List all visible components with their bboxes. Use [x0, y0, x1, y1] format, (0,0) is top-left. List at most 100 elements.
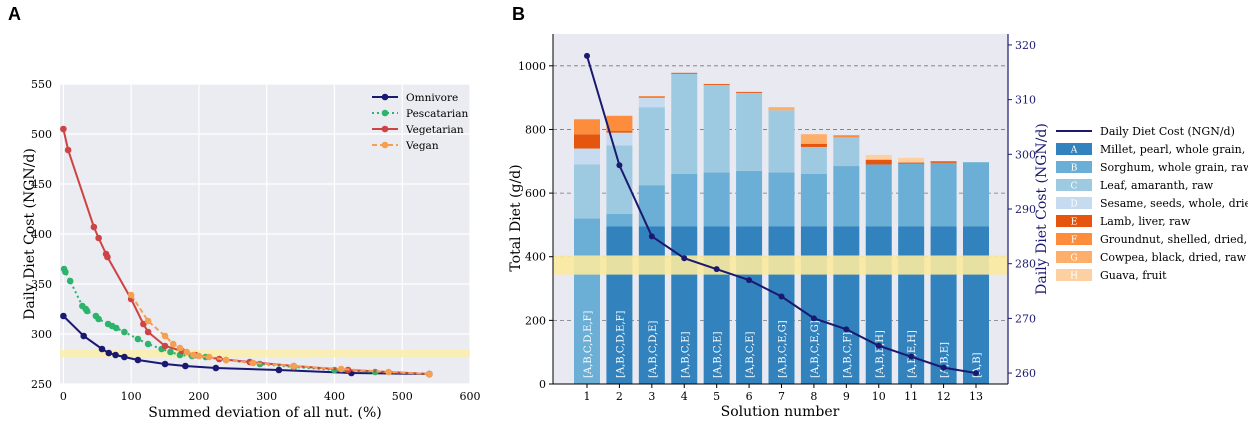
panel-b-bar-label: [A,B,C,D,E,F] [615, 310, 626, 378]
panel-b-legend-swatch [1056, 161, 1092, 173]
panel-b-bar-segment [768, 172, 795, 227]
panel-a-xtick-label: 100 [121, 390, 142, 403]
panel-a: A 0 100 200 300 400 500 600 250 300 350 400 450 500 5… [8, 4, 481, 421]
panel-b-bar-label: [A,B,C,E] [713, 331, 724, 378]
panel-b-cost-point [875, 342, 882, 349]
panel-b-bar-segment [671, 73, 698, 174]
panel-b-xtick-label: 13 [969, 390, 983, 403]
panel-b-highlight-band [553, 255, 1008, 275]
panel-a-legend-marker [381, 109, 389, 117]
panel-a-data-point [161, 342, 169, 350]
panel-b-bar-label: [A,B,C,D,E] [648, 321, 659, 378]
panel-a-data-point [140, 320, 147, 328]
panel-b-bar-segment [574, 119, 600, 135]
panel-b-bar-segment [638, 226, 665, 384]
panel-b-legend-swatch [1056, 233, 1092, 245]
panel-a-legend-marker [381, 141, 389, 149]
panel-b-legend-swatch [1056, 215, 1092, 227]
panel-b-legend-key: C [1071, 182, 1078, 192]
panel-b-legend-label: Sesame, seeds, whole, dried, raw [1100, 197, 1248, 210]
panel-b-legend-label: Groundnut, shelled, dried, raw [1100, 233, 1248, 246]
panel-b-bar-segment [638, 97, 665, 108]
panel-b-bar-segment [736, 226, 763, 384]
panel-a-data-point [127, 291, 135, 299]
panel-b-xtick-label: 1 [584, 390, 591, 403]
panel-a-xtick-label: 0 [60, 390, 67, 403]
panel-b-cost-point [746, 277, 753, 284]
panel-b-bar-label: [A,B,C,E,G] [778, 320, 789, 378]
panel-b-bar-segment [574, 148, 600, 165]
panel-b-bar-label: [A,B,C,D,E,F] [583, 310, 594, 378]
panel-a-highlight-band [60, 350, 470, 357]
panel-a-ylabel: Daily Diet Cost (NGN/d) [22, 148, 38, 320]
panel-b-bar-segment [736, 92, 763, 171]
panel-b-bar-segment [574, 164, 600, 219]
panel-b-xtick-label: 4 [681, 390, 688, 403]
panel-b-bar-segment [833, 135, 860, 138]
panel-b-legend-key: A [1070, 146, 1078, 156]
panel-b-legend-key: B [1071, 164, 1078, 174]
panel-a-data-point [182, 362, 189, 370]
panel-b-bar-segment [833, 226, 860, 384]
panel-b-bar-segment [671, 174, 698, 227]
panel-b-cost-point [810, 315, 817, 322]
panel-b-xtick-label: 11 [904, 390, 918, 403]
panel-b-bar-segment [638, 96, 665, 97]
panel-a-data-point [144, 317, 152, 325]
panel-a-data-point [144, 328, 152, 336]
panel-b-bar-label: [A,B,E] [940, 342, 951, 378]
panel-b-cost-point [713, 266, 720, 273]
panel-b-ylabel-right: Daily Diet Cost (NGN/d) [1034, 123, 1050, 295]
panel-b-ytick-right-label: 310 [1015, 94, 1036, 107]
panel-b-bar-segment [703, 172, 730, 227]
panel-b-xtick-label: 7 [778, 390, 785, 403]
panel-b-cost-point [778, 293, 785, 300]
panel-b: B [A,B,C,D,E,F] [A,B,C,D,E,F] [A,B,C,D,E] [… [508, 4, 1248, 420]
panel-b-xtick-label: 9 [843, 390, 850, 403]
panel-b-bar-segment [606, 115, 633, 132]
panel-b-bar-segment [638, 107, 665, 186]
panel-b-bar-segment [768, 110, 795, 173]
panel-b-xlabel: Solution number [721, 404, 840, 420]
panel-b-ytick-right-label: 280 [1015, 258, 1036, 271]
panel-a-data-point [161, 360, 169, 368]
panel-b-xtick-label: 8 [810, 390, 817, 403]
panel-b-bar-segment [736, 170, 763, 227]
panel-a-data-point [105, 349, 113, 357]
panel-a-label: A [8, 4, 21, 24]
panel-b-label: B [512, 4, 525, 24]
panel-b-bar-segment [833, 166, 860, 227]
panel-b-legend-label: Guava, fruit [1100, 269, 1167, 282]
panel-b-bar-segment [833, 137, 860, 167]
panel-a-data-point [60, 312, 67, 320]
panel-a-data-point [275, 366, 283, 374]
panel-b-ytick-label: 600 [525, 187, 546, 200]
panel-b-legend-key: H [1070, 272, 1078, 282]
panel-b-ytick-label: 1000 [518, 60, 546, 73]
panel-b-bar-segment [638, 96, 665, 98]
panel-b-ylabel: Total Diet (g/d) [508, 164, 524, 271]
panel-b-ytick-right-label: 260 [1015, 367, 1036, 380]
panel-a-data-point [144, 340, 152, 348]
panel-b-cost-point [681, 255, 688, 262]
panel-b-ytick-label: 200 [525, 314, 546, 327]
panel-a-data-point [195, 352, 203, 360]
panel-a-data-point [222, 356, 230, 364]
panel-b-xtick-label: 12 [937, 390, 951, 403]
panel-a-data-point [104, 253, 111, 261]
panel-a-legend-label: Vegetarian [405, 124, 464, 136]
panel-b-legend: Daily Diet Cost (NGN/d) A Millet, pearl, w… [1056, 125, 1248, 282]
panel-b-bar-segment [800, 174, 827, 227]
panel-b-bar-label: [A,B,C,E,G] [810, 320, 821, 378]
panel-b-legend-label: Sorghum, whole grain, raw [1100, 161, 1248, 174]
panel-b-bar-segment [736, 91, 763, 93]
panel-b-cost-point [973, 370, 979, 377]
panel-b-legend-label: Millet, pearl, whole grain, raw [1100, 143, 1248, 156]
panel-b-xtick-label: 5 [713, 390, 720, 403]
panel-b-bar-segment [865, 154, 892, 160]
panel-a-data-point [205, 353, 213, 361]
panel-a-xtick-label: 500 [392, 390, 413, 403]
panel-b-bar-label: [A,B,C,F] [842, 332, 853, 378]
panel-b-xtick-label: 6 [746, 390, 753, 403]
